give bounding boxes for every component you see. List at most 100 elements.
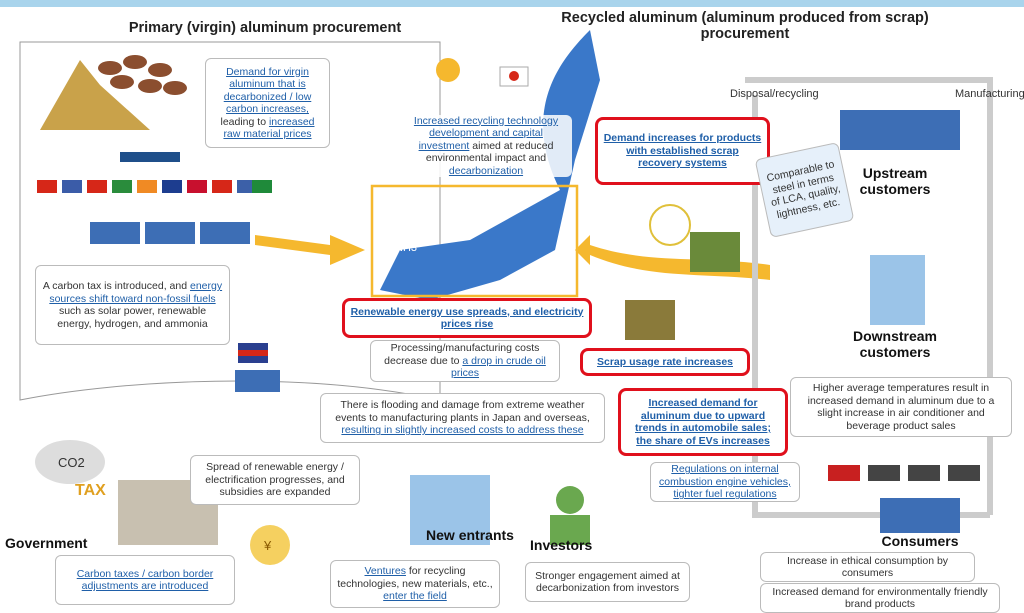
mountain	[40, 60, 150, 130]
text-box: Demand increases for products with estab…	[595, 117, 770, 185]
text-box: Increased recycling technology developme…	[400, 115, 572, 177]
text-box: Carbon taxes / carbon border adjustments…	[55, 555, 235, 605]
highlight-text: resulting in slightly increased costs to…	[341, 424, 584, 437]
investor-icon	[556, 486, 584, 514]
co2-label: CO2	[58, 455, 85, 470]
text-box: Regulations on internal combustion engin…	[650, 462, 800, 502]
scrap-bale	[625, 300, 675, 340]
tax-label: TAX	[75, 482, 106, 499]
cars	[828, 465, 980, 481]
text-box: Higher average temperatures result in in…	[790, 377, 1012, 437]
houses	[880, 498, 960, 533]
text: A carbon tax is introduced, and	[42, 280, 190, 292]
upstream-label: Upstream customers	[859, 165, 931, 197]
highlight-text: a drop in crude oil prices	[450, 354, 546, 380]
highlight-text: Regulations on internal combustion engin…	[659, 463, 791, 501]
box-text: Demand increases for products with estab…	[603, 132, 762, 170]
text-box: Spread of renewable energy / electrifica…	[190, 455, 360, 505]
box-text: There is flooding and damage from extrem…	[326, 399, 599, 437]
manufacturing-label: Manufacturing/sales	[955, 88, 1024, 100]
text: Processing/manufacturing costs decrease …	[384, 342, 540, 367]
box-text: Increased demand for aluminum due to upw…	[626, 397, 780, 447]
box-text: Higher average temperatures result in in…	[796, 382, 1006, 432]
box-text: Increased demand for environmentally fri…	[766, 586, 994, 611]
flags	[37, 180, 272, 193]
text-box: Increased demand for aluminum due to upw…	[618, 388, 788, 456]
box-text: Increase in ethical consumption by consu…	[766, 555, 969, 580]
th-flag-stripe	[238, 350, 268, 356]
box-text: Processing/manufacturing costs decrease …	[376, 342, 554, 380]
new-entrants-label: New entrants	[426, 527, 514, 543]
consumers-label: Consumers	[881, 533, 959, 549]
box-text: Spread of renewable energy / electrifica…	[196, 461, 354, 499]
disposal-label: Disposal/recycling	[730, 88, 819, 100]
box-text: Scrap usage rate increases	[597, 356, 733, 369]
box-text: Renewable energy use spreads, and electr…	[350, 306, 584, 331]
recycled-header: Recycled aluminum (aluminum produced fro…	[561, 10, 929, 42]
text: Comparable to steel in terms of LCA, qua…	[765, 158, 842, 221]
text-box: Ventures for recycling technologies, new…	[330, 560, 500, 608]
scrap-bale	[690, 232, 740, 272]
text-box: A carbon tax is introduced, and energy s…	[35, 265, 230, 345]
downstream-building	[870, 255, 925, 325]
box-text: A carbon tax is introduced, and energy s…	[41, 280, 224, 330]
highlight-text: Demand increases for products with estab…	[603, 132, 762, 170]
text-box: Increased demand for environmentally fri…	[760, 583, 1000, 613]
ship	[120, 152, 180, 162]
arrow-left	[575, 235, 770, 280]
highlight-text: Demand for virgin aluminum that is decar…	[223, 65, 312, 116]
text: There is flooding and damage from extrem…	[335, 399, 590, 424]
factories	[90, 222, 280, 392]
highlight-frame	[370, 184, 579, 298]
upstream-plant	[840, 110, 960, 150]
box-text: Carbon taxes / carbon border adjustments…	[61, 568, 229, 593]
recycle-icon	[649, 204, 691, 246]
ore	[98, 55, 187, 95]
box-text: Stronger engagement aimed at decarboniza…	[531, 570, 684, 595]
box-text: Regulations on internal combustion engin…	[656, 463, 794, 501]
highlight-text: Carbon taxes / carbon border adjustments…	[76, 567, 214, 593]
arrow-right	[255, 235, 365, 265]
nh3-label: NH3	[395, 242, 418, 254]
text-box: Increase in ethical consumption by consu…	[760, 552, 975, 582]
highlight-text: enter the field	[383, 590, 447, 603]
text: Stronger engagement aimed at decarboniza…	[535, 569, 680, 595]
box-text: Ventures for recycling technologies, new…	[336, 565, 494, 603]
box-text: Comparable to steel in terms of LCA, qua…	[764, 158, 846, 222]
text: such as solar power, renewable energy, h…	[57, 305, 208, 330]
primary-header: Primary (virgin) aluminum procurement	[128, 20, 402, 36]
top-strip	[0, 0, 1024, 7]
yen-label: ¥	[264, 538, 272, 553]
sun	[436, 58, 460, 82]
box-text: Demand for virgin aluminum that is decar…	[211, 66, 324, 141]
text: Increased demand for environmentally fri…	[772, 585, 988, 611]
text: Higher average temperatures result in in…	[807, 382, 995, 432]
cloud	[35, 440, 105, 484]
text: Spread of renewable energy / electrifica…	[205, 461, 345, 499]
investors-label: Investors	[530, 537, 593, 553]
text-box: Scrap usage rate increases	[580, 348, 750, 376]
text: for recycling technologies, new material…	[337, 565, 493, 590]
highlight-text: Ventures	[364, 565, 406, 578]
text-box: Stronger engagement aimed at decarboniza…	[525, 562, 690, 602]
government-label: Government	[5, 535, 88, 551]
downstream-label: Downstream customers	[852, 328, 938, 360]
text-box: There is flooding and damage from extrem…	[320, 393, 605, 443]
investor-icon-body	[550, 515, 590, 545]
highlight-text: increased raw material prices	[223, 115, 315, 141]
text-box: Renewable energy use spreads, and electr…	[342, 298, 592, 338]
highlight-text: decarbonization	[448, 164, 524, 177]
flow-line	[745, 77, 993, 515]
highlight-text: Renewable energy use spreads, and electr…	[350, 305, 584, 331]
highlight-text: energy sources shift toward non-fossil f…	[49, 280, 223, 305]
text-box: Demand for virgin aluminum that is decar…	[205, 58, 330, 148]
text: aimed at reduced environmental impact an…	[425, 139, 554, 165]
highlight-text: Increased recycling technology developme…	[413, 114, 559, 152]
jp-flag-dot	[509, 71, 519, 81]
money-bag	[250, 525, 290, 565]
box-text: Increased recycling technology developme…	[405, 115, 567, 178]
nh3-label: NH3	[40, 200, 63, 212]
building	[410, 475, 490, 545]
text: Increase in ethical consumption by consu…	[786, 554, 949, 580]
